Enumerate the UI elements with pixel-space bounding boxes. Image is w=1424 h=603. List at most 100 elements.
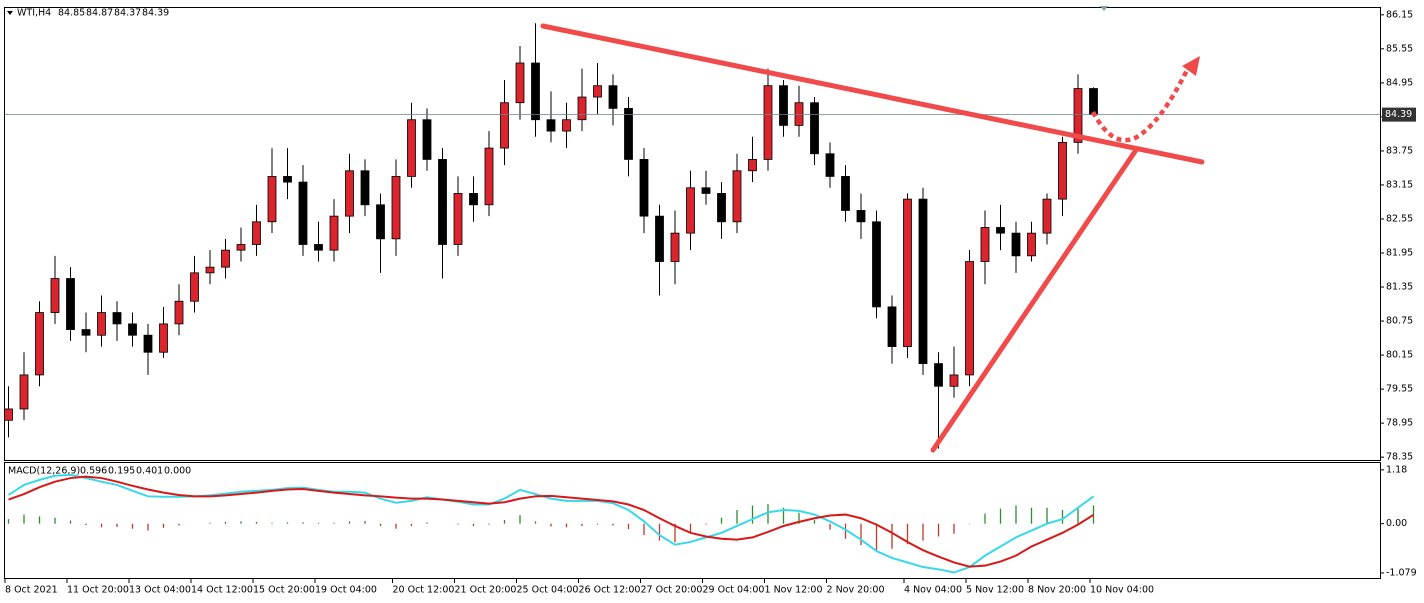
candle-body [298,181,308,245]
x-tick-label: 15 Oct 20:00 [253,585,315,596]
price-panel-frame [4,7,1381,461]
candle-body [515,62,525,104]
candle-body [965,261,974,376]
x-tick-label: 14 Oct 12:00 [191,585,253,596]
candle-body [407,119,416,177]
signal-value: 0.195 [108,466,135,477]
x-tick-label: 29 Oct 04:00 [703,585,765,596]
annotations [540,23,1205,453]
y-tick-label: 78.35 [1386,452,1413,463]
candle-body [360,170,370,206]
candle-body [825,153,835,177]
candle-body [624,107,633,160]
histogram-value: 0.401 [136,466,163,477]
candle-body [546,119,556,132]
candle-body [562,119,571,132]
candle-body [283,176,292,183]
candle-body [980,227,990,262]
candle-body [593,85,602,98]
y-tick-label: 86.15 [1386,9,1413,20]
y-tick-label: 0.00 [1386,518,1407,529]
candle-body [190,272,199,302]
macd-value: 0.596 [80,466,107,477]
candle-body [484,147,494,206]
x-tick-label: 27 Oct 20:00 [641,585,703,596]
y-tick-label: 83.15 [1386,179,1413,190]
resistance-trendline [540,23,1205,165]
x-tick-label: 4 Nov 04:00 [904,585,962,596]
x-tick-label: 21 Oct 20:00 [455,585,517,596]
forecast-arrowhead [1182,56,1200,76]
candle-body [949,374,959,387]
y-tick-label: 85.55 [1386,43,1413,54]
candle-body [329,215,339,251]
candle-body [686,187,695,234]
candle-body [422,119,432,160]
y-tick-label: 84.95 [1386,77,1413,88]
candle-body [236,244,246,251]
y-tick-label: 81.95 [1386,247,1413,258]
y-tick-label: 80.75 [1386,316,1413,327]
x-tick-label: 10 Nov 04:00 [1090,585,1154,596]
candle-body [4,408,13,421]
y-tick-label: 79.55 [1386,384,1413,395]
ohlc-close: 84.39 [142,8,169,19]
x-tick-label: 19 Oct 04:00 [315,585,377,596]
candle-body [252,221,261,245]
candle-body [19,374,29,410]
candle-body [996,227,1005,234]
macd-title: MACD(12,26,9) [8,466,80,477]
candle-body [35,312,44,376]
buffer-value: 0.000 [164,466,191,477]
candle-body [66,278,75,330]
candle-body [1058,142,1067,200]
candle-body [1011,232,1021,257]
candle-body [205,266,215,274]
candle-body [345,170,354,217]
candle-body [639,159,649,217]
candle-body [1089,88,1098,116]
candle-body [577,96,587,121]
y-tick-label: 80.15 [1386,350,1413,361]
forecast-arrow [1091,67,1191,143]
macd-panel-frame [4,462,1381,579]
candle-body [717,193,726,223]
candle-body [50,278,60,313]
header-arrow [7,11,13,15]
candle-body [314,244,323,251]
candle-body [701,187,711,194]
y-tick-label: 1.18 [1386,464,1407,475]
candle-body [143,334,153,353]
x-tick-label: 25 Oct 04:00 [517,585,579,596]
x-tick-label: 8 Nov 20:00 [1028,585,1086,596]
candle-body [655,215,664,262]
y-tick-label: 78.95 [1386,418,1413,429]
macd-line [8,475,1095,568]
candle-body [128,323,137,336]
candle-body [453,193,463,245]
candle-body [112,312,122,325]
candle-body [841,176,850,211]
candle-body [159,323,168,353]
candle-body [1027,232,1036,257]
x-tick-label: 2 Nov 20:00 [827,585,885,596]
y-tick-label: 81.35 [1386,282,1413,293]
x-tick-label: 8 Oct 2021 [5,585,58,596]
candle-body [469,193,478,206]
x-tick-label: 5 Nov 12:00 [966,585,1024,596]
candle-body [97,312,106,336]
support-trendline [930,147,1139,453]
candle-body [81,329,91,336]
candle-body [438,159,447,245]
x-tick-label: 1 Nov 12:00 [765,585,823,596]
candle-body [174,300,184,325]
x-tick-label: 11 Oct 20:00 [67,585,129,596]
candle-body [531,62,540,121]
candle-body [500,102,509,149]
candle-body [934,363,943,387]
candle-body [732,170,742,223]
header: WTI,H4 84.85 84.87 84.37 84.39 MACD(12,2… [7,8,191,477]
candle-body [748,159,757,172]
candle-body [887,306,897,347]
